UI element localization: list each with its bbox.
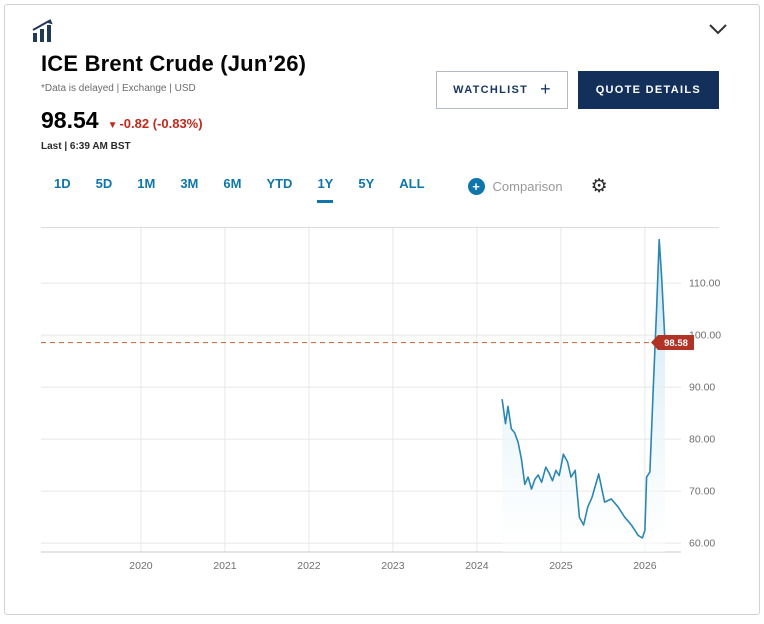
trending-up-chart-icon xyxy=(29,18,57,44)
plus-icon: + xyxy=(540,78,551,99)
svg-text:60.00: 60.00 xyxy=(689,538,715,550)
svg-text:2025: 2025 xyxy=(549,560,573,572)
svg-text:2022: 2022 xyxy=(297,560,321,572)
watchlist-button[interactable]: WATCHLIST + xyxy=(436,71,568,109)
range-tab-all[interactable]: ALL xyxy=(399,176,425,191)
quote-details-button[interactable]: QUOTE DETAILS xyxy=(577,71,719,109)
quote-actions: WATCHLIST + QUOTE DETAILS xyxy=(436,71,719,109)
svg-text:2024: 2024 xyxy=(465,560,489,572)
svg-text:2023: 2023 xyxy=(381,560,405,572)
quote-header: ICE Brent Crude (Jun’26) *Data is delaye… xyxy=(5,51,759,152)
range-selector: 1D 5D 1M 3M 6M YTD 1Y 5Y ALL + Compariso… xyxy=(41,176,759,203)
svg-text:2026: 2026 xyxy=(633,560,657,572)
data-delay-note: *Data is delayed | Exchange | USD xyxy=(41,83,196,94)
last-price: 98.54 xyxy=(41,107,99,133)
range-tab-5y[interactable]: 5Y xyxy=(358,176,375,191)
instrument-title: ICE Brent Crude (Jun’26) xyxy=(41,51,307,76)
price-change: ▼ -0.82 (-0.83%) xyxy=(108,116,203,131)
plus-circle-icon: + xyxy=(467,178,485,195)
svg-text:2020: 2020 xyxy=(129,560,153,572)
quote-info: ICE Brent Crude (Jun’26) *Data is delaye… xyxy=(41,51,306,152)
svg-text:98.58: 98.58 xyxy=(664,338,688,349)
range-tab-ytd[interactable]: YTD xyxy=(266,176,293,191)
svg-text:80.00: 80.00 xyxy=(689,434,715,446)
range-tab-1d[interactable]: 1D xyxy=(54,176,71,191)
range-tab-1y[interactable]: 1Y xyxy=(317,176,334,203)
svg-text:100.00: 100.00 xyxy=(689,330,721,342)
quote-widget: ICE Brent Crude (Jun’26) *Data is delaye… xyxy=(4,4,760,615)
svg-text:90.00: 90.00 xyxy=(689,382,715,394)
svg-text:110.00: 110.00 xyxy=(689,278,720,290)
price-row: 98.54 ▼ -0.82 (-0.83%) xyxy=(41,107,306,134)
chart-area: 110.00 100.00 90.00 80.00 70.00 60.00 2020 2021… xyxy=(41,227,759,584)
range-tab-6m[interactable]: 6M xyxy=(223,176,242,191)
watchlist-button-label: WATCHLIST xyxy=(453,84,529,96)
chevron-down-icon[interactable] xyxy=(705,18,731,44)
settings-gear-icon[interactable]: ⚙ xyxy=(590,176,608,197)
range-tab-5d[interactable]: 5D xyxy=(95,176,113,191)
range-tab-1m[interactable]: 1M xyxy=(137,176,156,191)
top-bar xyxy=(5,5,759,45)
svg-text:2021: 2021 xyxy=(213,560,237,572)
price-chart[interactable]: 110.00 100.00 90.00 80.00 70.00 60.00 2020 2021… xyxy=(41,227,741,579)
down-triangle-icon: ▼ xyxy=(107,120,118,131)
comparison-label: Comparison xyxy=(492,179,563,194)
last-updated: Last | 6:39 AM BST xyxy=(41,141,131,152)
range-tab-3m[interactable]: 3M xyxy=(180,176,199,191)
svg-text:70.00: 70.00 xyxy=(689,486,715,498)
price-change-value: -0.82 (-0.83%) xyxy=(119,116,203,131)
comparison-button[interactable]: + Comparison xyxy=(467,178,563,201)
